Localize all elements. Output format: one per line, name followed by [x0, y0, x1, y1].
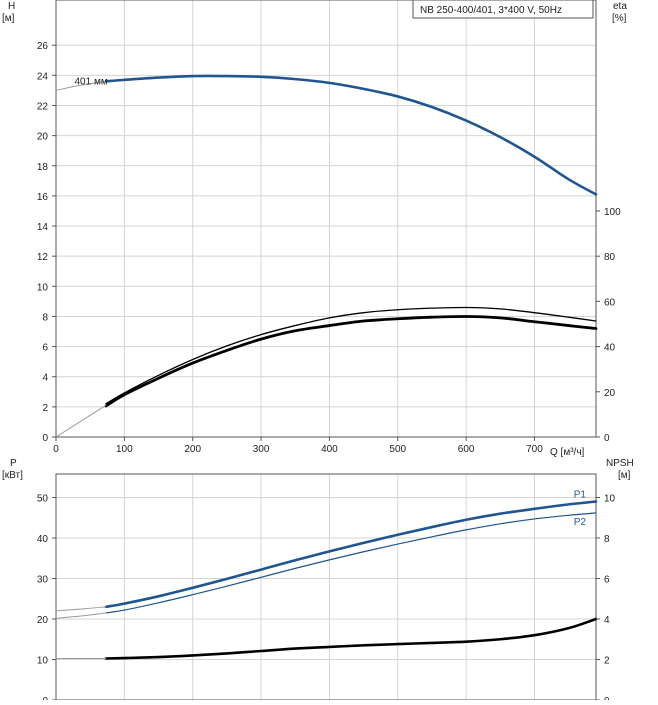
top-right-tick-label: 100 — [604, 207, 621, 218]
top-right-tick-label: 0 — [604, 433, 610, 444]
x-tick-label: 100 — [116, 444, 133, 455]
x-axis-title: Q [м³/ч] — [550, 447, 585, 458]
bottom-left-tick-label: 0 — [42, 696, 48, 700]
top-left-axis-title-line1: H — [8, 1, 15, 12]
top-chart-series: 401 мм — [55, 74, 598, 438]
bottom-series-p1-line — [104, 500, 598, 609]
top-left-tick-label: 12 — [37, 252, 49, 263]
bottom-left-tick-label: 30 — [37, 574, 49, 585]
bottom-right-tick-label: 6 — [604, 574, 610, 585]
bottom-left-axis-title-line2: [кВт] — [2, 470, 23, 481]
bottom-right-tick-label: 2 — [604, 655, 610, 666]
x-tick-label: 400 — [321, 444, 338, 455]
top-right-axis-title-line1: eta — [613, 1, 627, 12]
bottom-right-tick-label: 8 — [604, 534, 610, 545]
impeller-diameter-annotation: 401 мм — [75, 76, 108, 87]
tick-labels: 0 100 200 300 400 500 600 700024681012141618202… — [37, 41, 621, 705]
top-left-tick-label: 18 — [37, 162, 49, 173]
bottom-chart-grid — [55, 474, 596, 701]
bottom-series-3-line — [55, 612, 107, 619]
bottom-right-tick-label: 0 — [604, 696, 610, 700]
top-left-tick-label: 6 — [42, 343, 48, 354]
bottom-left-axis-title-line1: P — [10, 458, 17, 469]
top-series-4-line — [55, 404, 107, 438]
bottom-right-axis-title-line2: [м] — [618, 470, 631, 481]
bottom-series-2-line — [55, 606, 107, 612]
top-left-tick-label: 4 — [42, 373, 48, 384]
top-series-0-line — [104, 74, 598, 196]
top-left-tick-label: 8 — [42, 312, 48, 323]
bottom-chart-frame — [55, 473, 597, 701]
top-left-tick-label: 22 — [37, 101, 49, 112]
x-tick-label: 200 — [184, 444, 201, 455]
x-tick-label: 700 — [526, 444, 543, 455]
bottom-right-axis-title-line1: NPSH — [606, 458, 634, 469]
top-left-tick-label: 16 — [37, 192, 49, 203]
top-right-axis-title-line2: [%] — [612, 13, 627, 24]
top-left-axis-title-line2: [м] — [2, 13, 15, 24]
bottom-left-tick-label: 40 — [37, 534, 49, 545]
bottom-left-tick-label: 20 — [37, 615, 49, 626]
top-chart-frame — [55, 0, 597, 438]
model-label-box — [412, 0, 594, 19]
bottom-right-tick-label: 10 — [604, 493, 616, 504]
x-tick-label: 0 — [53, 444, 59, 455]
top-series-1-line — [55, 80, 107, 91]
top-right-tick-label: 60 — [604, 297, 616, 308]
x-tick-label: 600 — [458, 444, 475, 455]
bottom-chart-series: P1 P2 — [55, 490, 598, 660]
bottom-series-4-line — [104, 617, 598, 660]
model-label: NB 250-400/401, 3*400 V, 50Hz — [420, 5, 562, 16]
bottom-series-label-p1: P1 — [574, 490, 587, 501]
bottom-right-tick-label: 4 — [604, 615, 610, 626]
top-left-tick-label: 24 — [37, 71, 49, 82]
top-chart-grid — [55, 0, 596, 438]
top-right-tick-label: 40 — [604, 343, 616, 354]
top-series-2-line — [105, 306, 597, 405]
x-tick-label: 500 — [389, 444, 406, 455]
top-left-tick-label: 0 — [42, 433, 48, 444]
x-tick-label: 300 — [253, 444, 270, 455]
top-left-tick-label: 14 — [37, 222, 49, 233]
bottom-left-tick-label: 50 — [37, 493, 49, 504]
top-left-tick-label: 26 — [37, 41, 49, 52]
bottom-series-p2-line — [105, 512, 597, 614]
bottom-series-label-p2: P2 — [574, 517, 587, 528]
top-left-tick-label: 10 — [37, 282, 49, 293]
bottom-left-tick-label: 10 — [37, 655, 49, 666]
top-right-tick-label: 20 — [604, 388, 616, 399]
top-left-tick-label: 20 — [37, 132, 49, 143]
top-left-tick-label: 2 — [42, 403, 48, 414]
top-series-3-line — [104, 315, 598, 408]
top-right-tick-label: 80 — [604, 252, 616, 263]
